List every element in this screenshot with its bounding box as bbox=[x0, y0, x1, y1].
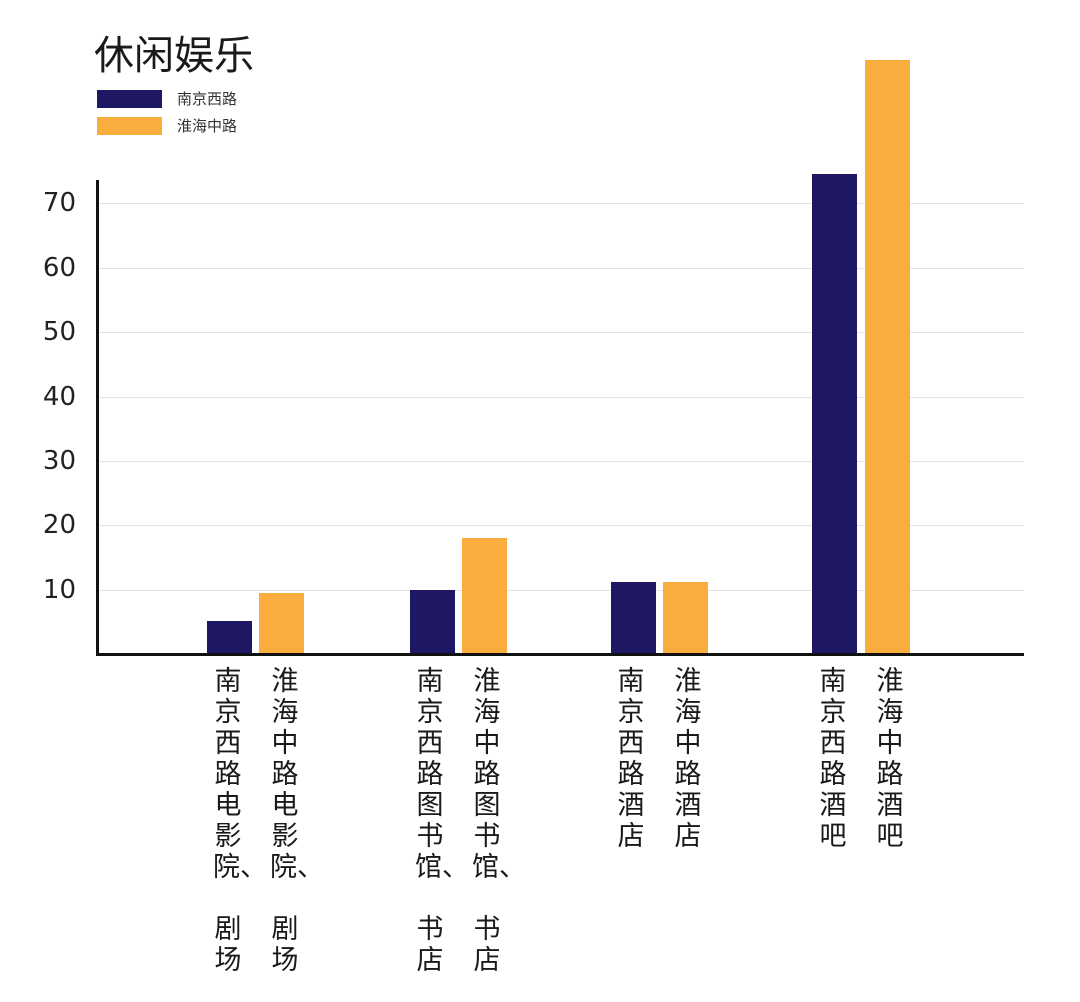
x-label-huaihai-pub: 淮海中路酒吧 bbox=[876, 666, 904, 852]
bar-huaihai-cinema bbox=[259, 593, 304, 654]
y-axis bbox=[96, 180, 99, 656]
y-tick-label: 30 bbox=[42, 446, 76, 476]
x-label-nanjing-hotel: 南京西路酒店 bbox=[617, 666, 645, 852]
bar-huaihai-hotel bbox=[663, 582, 708, 654]
legend-item-huaihai-middle-road: 淮海中路 bbox=[97, 117, 297, 137]
bar-huaihai-library bbox=[462, 538, 507, 654]
y-tick-label: 60 bbox=[42, 253, 76, 283]
y-tick-label: 20 bbox=[42, 510, 76, 540]
bar-nanjing-library bbox=[410, 590, 455, 654]
chart-title: 休闲娱乐 bbox=[94, 33, 254, 79]
gridline-50 bbox=[99, 332, 1024, 333]
bar-nanjing-hotel bbox=[611, 582, 656, 654]
gridline-70 bbox=[99, 203, 1024, 204]
x-label-huaihai-library: 淮海中路图书馆、 书店 bbox=[472, 666, 526, 976]
legend-label: 淮海中路 bbox=[177, 117, 238, 135]
legend-item-nanjing-west-road: 南京西路 bbox=[97, 90, 297, 110]
y-tick-label: 50 bbox=[42, 317, 76, 347]
gridline-20 bbox=[99, 525, 1024, 526]
gridline-10 bbox=[99, 590, 1024, 591]
x-label-huaihai-cinema: 淮海中路电影院、 剧场 bbox=[270, 666, 324, 976]
x-label-huaihai-hotel: 淮海中路酒店 bbox=[674, 666, 702, 852]
legend-label: 南京西路 bbox=[177, 90, 238, 108]
x-label-nanjing-library: 南京西路图书馆、 书店 bbox=[415, 666, 469, 976]
bar-nanjing-pub bbox=[812, 174, 857, 654]
x-axis bbox=[96, 653, 1024, 656]
gridline-30 bbox=[99, 461, 1024, 462]
bar-huaihai-pub bbox=[865, 60, 910, 654]
gridline-60 bbox=[99, 268, 1024, 269]
y-tick-label: 70 bbox=[42, 188, 76, 218]
y-tick-label: 10 bbox=[42, 575, 76, 605]
legend-swatch-navy bbox=[97, 90, 162, 108]
gridline-40 bbox=[99, 397, 1024, 398]
bar-nanjing-cinema bbox=[207, 621, 252, 654]
legend-swatch-orange bbox=[97, 117, 162, 135]
x-label-nanjing-cinema: 南京西路电影院、 剧场 bbox=[213, 666, 267, 976]
x-label-nanjing-pub: 南京西路酒吧 bbox=[819, 666, 847, 852]
y-tick-label: 40 bbox=[42, 382, 76, 412]
